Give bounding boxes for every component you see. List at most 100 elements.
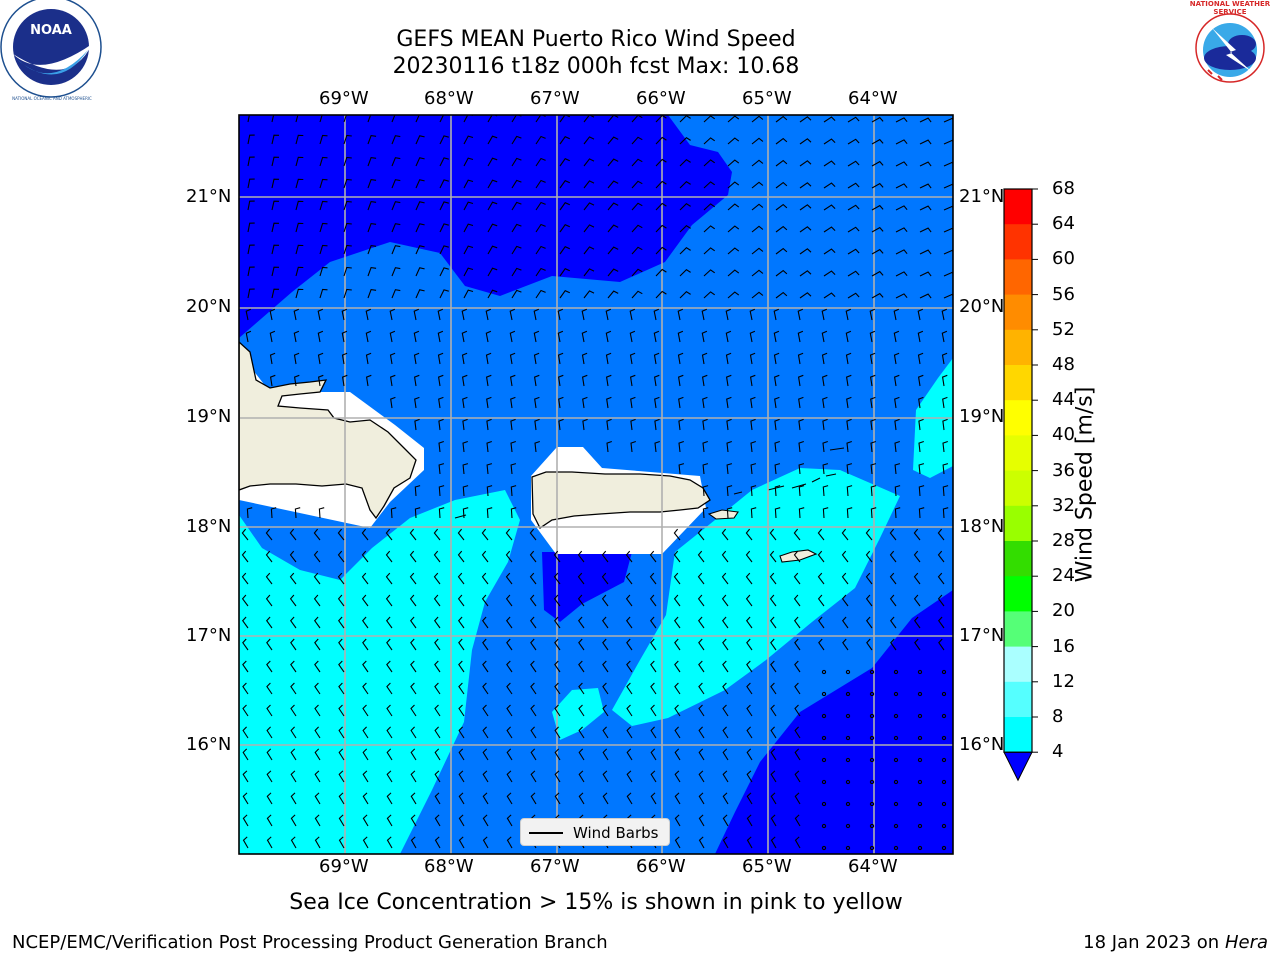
wind-barb — [775, 203, 788, 211]
wind-barb — [242, 704, 249, 717]
wind-barb — [655, 136, 667, 145]
wind-barb — [577, 572, 585, 585]
wind-barb — [703, 291, 716, 299]
lat-label-right-16n: 16°N — [959, 734, 1005, 755]
wind-barb — [319, 134, 328, 145]
wind-barb — [415, 115, 425, 123]
wind-barb — [847, 248, 860, 255]
wind-barb — [889, 594, 897, 607]
wind-barb — [319, 200, 328, 211]
wind-barb — [415, 157, 425, 167]
wind-barb — [365, 330, 372, 343]
wind-barb — [721, 528, 729, 541]
wind-barb — [338, 704, 345, 717]
wind-barb — [770, 836, 777, 849]
wind-barb — [942, 396, 948, 409]
wind-barb — [626, 726, 633, 739]
wind-barb — [919, 227, 932, 233]
wind-barb — [865, 616, 873, 629]
calm-wind-marker — [917, 823, 923, 829]
wind-barb — [751, 115, 764, 123]
wind-barb — [913, 616, 921, 629]
wind-barb — [625, 616, 633, 629]
wind-barb — [679, 246, 691, 255]
wind-barb — [725, 374, 732, 387]
wind-barb — [601, 616, 609, 629]
wind-barb — [726, 485, 733, 497]
wind-barb — [749, 330, 756, 343]
wind-barb — [626, 704, 633, 717]
wind-barb — [722, 814, 729, 827]
wind-barb — [583, 115, 595, 123]
colorbar-tick-label: 24 — [1052, 565, 1075, 587]
wind-barb — [530, 704, 537, 717]
wind-barb — [894, 507, 901, 519]
wind-barb — [247, 178, 255, 189]
wind-barb — [481, 550, 489, 563]
wind-barb — [414, 396, 420, 409]
wind-barb — [746, 792, 753, 805]
wind-barb — [654, 418, 660, 431]
wind-barb — [295, 266, 304, 277]
wind-barb — [895, 249, 908, 255]
calm-wind-marker — [893, 735, 899, 741]
wind-barb — [458, 792, 465, 805]
wind-barb — [919, 249, 932, 255]
wind-barb — [505, 528, 513, 541]
wind-barb — [242, 836, 249, 849]
wind-barb — [937, 616, 945, 629]
wind-barb — [674, 770, 681, 783]
wind-barb — [463, 157, 474, 167]
wind-barb — [482, 770, 489, 783]
wind-barb — [578, 638, 585, 651]
wind-barb — [703, 225, 716, 233]
wind-barb — [893, 374, 900, 387]
wind-barb — [295, 134, 304, 145]
wind-barb — [290, 704, 297, 717]
wind-barb — [487, 223, 498, 233]
wind-barb — [367, 288, 377, 299]
wind-barb — [871, 226, 884, 233]
wind-barb — [314, 814, 321, 827]
calm-wind-marker — [893, 669, 899, 675]
wind-barb — [457, 594, 465, 607]
wind-barb — [889, 528, 897, 541]
wind-barb — [794, 660, 801, 673]
wind-barb — [775, 291, 788, 299]
wind-barb — [415, 135, 425, 145]
wind-barb — [625, 550, 633, 563]
wind-barb — [750, 418, 756, 431]
wind-barb — [505, 550, 513, 563]
wind-barb — [726, 418, 732, 431]
wind-barb — [751, 203, 764, 211]
wind-barb — [409, 572, 417, 585]
wind-barb — [893, 330, 900, 343]
calm-wind-marker — [893, 691, 899, 697]
wind-barb — [414, 485, 421, 497]
colorbar-tick-label: 4 — [1052, 741, 1064, 763]
wind-barb — [462, 507, 469, 519]
wind-barb — [607, 136, 619, 145]
calm-wind-marker — [869, 845, 875, 851]
wind-barb — [266, 792, 273, 805]
wind-barb — [798, 485, 805, 497]
wind-barb — [937, 550, 945, 563]
colorbar — [1003, 188, 1038, 782]
wind-barb — [703, 159, 716, 167]
wind-barb — [271, 288, 280, 299]
wind-barb — [559, 202, 571, 211]
wind-barb — [338, 792, 345, 805]
wind-barb — [554, 704, 561, 717]
wind-band-below-4-southeast — [715, 590, 953, 854]
wind-barb — [410, 638, 417, 651]
wind-barb — [697, 572, 705, 585]
wind-barb — [365, 308, 372, 321]
calm-wind-marker — [821, 669, 827, 675]
wind-barb — [247, 244, 255, 255]
wind-barb — [626, 660, 633, 673]
wind-barb — [247, 266, 255, 277]
wind-barb — [247, 200, 255, 211]
wind-barb — [698, 770, 705, 783]
wind-barb — [293, 330, 300, 343]
wind-barb — [415, 223, 425, 233]
